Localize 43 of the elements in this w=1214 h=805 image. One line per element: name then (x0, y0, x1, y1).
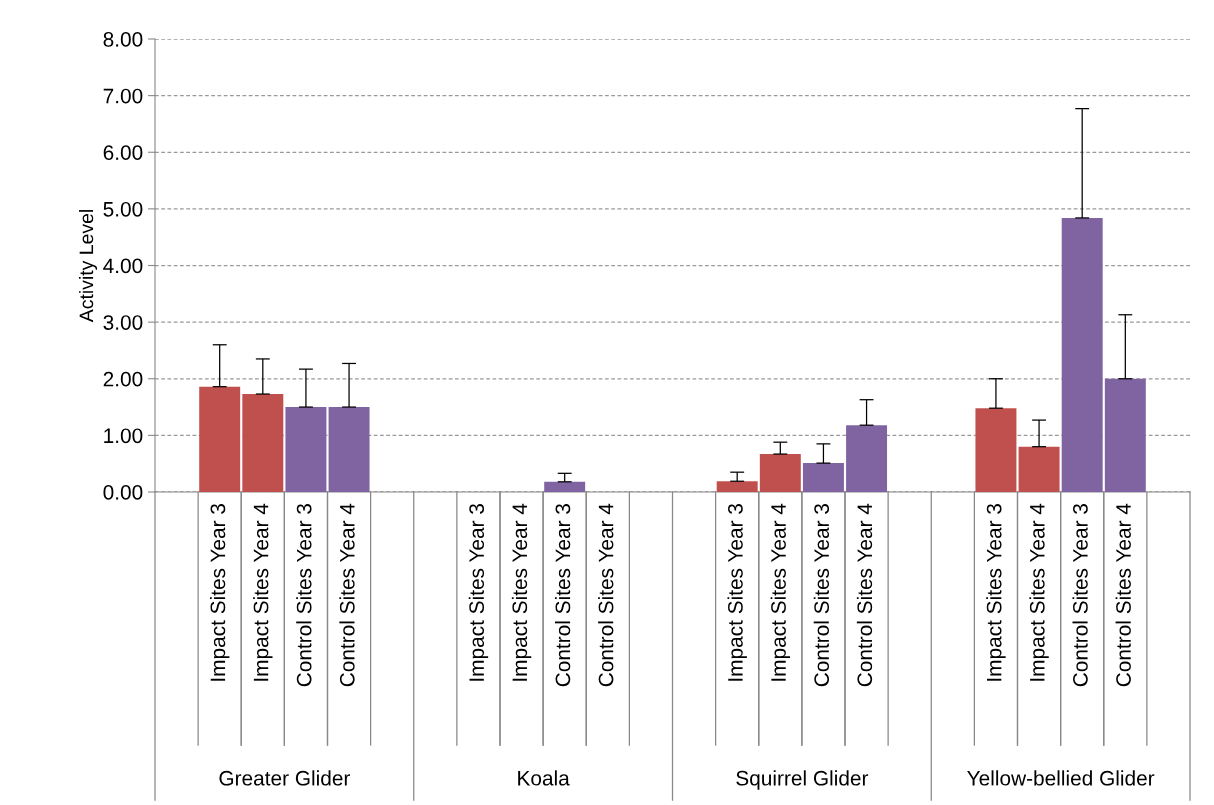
x-tick-label: Impact Sites Year 3 (986, 504, 1006, 681)
bar (199, 386, 241, 492)
bar (846, 425, 888, 492)
x-tick-label: Control Sites Year 4 (1115, 503, 1131, 687)
x-tick-label: Impact Sites Year 3 (468, 504, 489, 681)
y-tick-label: 5.00 (103, 201, 143, 217)
x-tick-label: Control Sites Year 3 (1072, 504, 1088, 687)
x-tick-label: Impact Sites Year 4 (1029, 503, 1049, 681)
y-tick-label: 7.00 (103, 88, 143, 104)
bar (759, 454, 801, 492)
x-tick-label: Control Sites Year 3 (554, 504, 571, 687)
y-tick-label: 4.00 (103, 258, 143, 274)
y-axis-title: Activity Level (78, 210, 98, 323)
bar (544, 481, 586, 492)
x-tick-label: Impact Sites Year 3 (727, 504, 747, 681)
x-tick-label: Control Sites Year 4 (598, 503, 614, 687)
bar (975, 408, 1017, 492)
text: Koala (518, 770, 570, 786)
y-tick-label: 0.00 (103, 485, 143, 500)
x-tick-label: Impact Sites Year 4 (511, 503, 532, 681)
y-tick-label: 2.00 (103, 371, 143, 387)
bar (1018, 446, 1060, 492)
x-tick-label: Impact Sites Year 4 (770, 503, 791, 681)
bar (802, 463, 844, 492)
bar (1104, 378, 1146, 492)
y-tick-label: 3.00 (103, 315, 143, 330)
bar (242, 394, 284, 492)
bar (716, 481, 758, 492)
x-tick-label: Control Sites Year 4 (856, 503, 873, 687)
bar (285, 407, 327, 492)
text: Greater Glider (219, 770, 351, 786)
y-tick-label: 1.00 (104, 428, 143, 444)
x-tick-label: Control Sites Year 4 (339, 503, 355, 687)
bar (328, 407, 370, 492)
x-tick-label: Control Sites Year 3 (296, 504, 312, 687)
y-tick-label: 8.00 (103, 32, 143, 47)
text: Yellow-bellied Glider (967, 770, 1155, 786)
x-tick-label: Impact Sites Year 3 (209, 504, 230, 681)
text: Squirrel Glider (736, 770, 869, 790)
x-tick-label: Control Sites Year 3 (813, 504, 830, 687)
bar (1061, 217, 1103, 492)
y-tick-label: 6.00 (103, 145, 143, 160)
x-tick-label: Impact Sites Year 4 (253, 503, 273, 681)
